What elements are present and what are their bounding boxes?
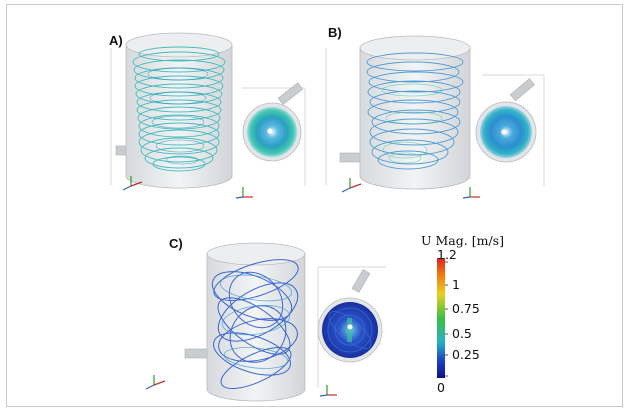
axes-triad-c [145, 375, 166, 390]
axes-triad-a [122, 176, 143, 191]
colorbar-gradient [437, 258, 445, 378]
colorbar-tick-label: 0.75 [452, 301, 480, 316]
panel-b-streamlines [366, 52, 464, 170]
colorbar-tick-label: 0 [437, 380, 445, 395]
panel-label-b: B) [328, 25, 342, 40]
colorbar [437, 258, 448, 378]
axes-triad-b [341, 178, 362, 193]
panel-label-c: C) [169, 236, 183, 251]
axes-triad-b-top [462, 187, 480, 199]
panel-a-top-view [235, 82, 306, 199]
figure-frame [6, 4, 623, 407]
panel-b-3d-view [325, 35, 471, 193]
colorbar-title: U Mag. [m/s] [421, 233, 504, 248]
panel-label-a: A) [109, 33, 123, 48]
tank-cylinder [359, 47, 471, 190]
axes-triad-c-top [319, 385, 337, 397]
colorbar-tick-marks [445, 261, 448, 377]
panel-a-3d-view [110, 32, 233, 191]
colorbar-tick-label: 0.5 [452, 326, 472, 341]
panel-b-top-view [462, 74, 545, 199]
colorbar-tick-label: 0.25 [452, 347, 480, 362]
panel-c-3d-view [145, 242, 306, 402]
colorbar-tick-label: 1 [452, 277, 460, 292]
axes-triad-a-top [235, 187, 253, 199]
panel-c-streamlines [211, 259, 299, 389]
tank-cylinder [125, 44, 233, 189]
colorbar-tick-label: 1.2 [437, 247, 457, 262]
panel-c-top-view [317, 266, 386, 397]
